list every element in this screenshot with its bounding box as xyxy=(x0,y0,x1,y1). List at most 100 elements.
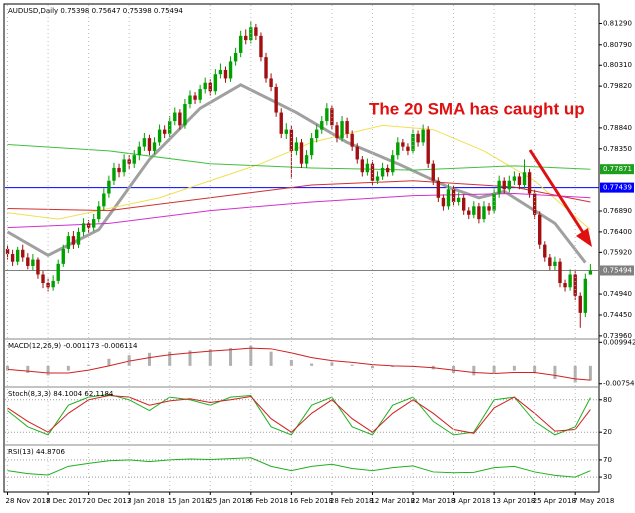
candle-body xyxy=(41,274,45,284)
candle-body xyxy=(284,129,288,134)
candle-body xyxy=(122,159,126,173)
y-tick-label: 0.73960 xyxy=(603,332,632,340)
candle-body xyxy=(527,172,532,194)
candle-body xyxy=(168,121,172,134)
candle-body xyxy=(563,283,567,288)
candle-body xyxy=(274,86,278,113)
series-line xyxy=(7,394,591,434)
candle-body xyxy=(558,261,562,284)
candle-body xyxy=(385,167,390,173)
candle-body xyxy=(213,74,218,92)
y-tick-label: 80 xyxy=(603,396,612,404)
candle-body xyxy=(431,163,435,181)
candle-body xyxy=(588,270,593,275)
candle-body xyxy=(406,146,410,151)
candle-body xyxy=(218,69,223,75)
x-tick-label: 7 May 2018 xyxy=(573,497,614,505)
candle-body xyxy=(238,35,243,53)
candle-body xyxy=(173,112,177,122)
histogram-bar xyxy=(46,365,50,376)
candle-body xyxy=(370,163,375,181)
arrow-head xyxy=(576,228,592,247)
candle-body xyxy=(299,142,304,164)
candle-body xyxy=(502,180,506,190)
candle-body xyxy=(162,129,167,134)
candle-body xyxy=(132,155,136,164)
candle-body xyxy=(178,112,182,126)
histogram-bar xyxy=(26,365,30,373)
histogram-bar xyxy=(330,362,334,366)
x-tick-label: 28 Nov 2017 xyxy=(6,497,51,505)
candle-body xyxy=(532,193,537,215)
candle-body xyxy=(522,172,527,185)
candle-body xyxy=(269,78,273,87)
x-tick-label: 22 Mar 2018 xyxy=(411,497,455,505)
x-tick-label: 8 Dec 2017 xyxy=(46,497,86,505)
histogram-bar xyxy=(370,365,374,369)
arrow-shaft xyxy=(528,149,586,235)
candle-body xyxy=(320,121,324,130)
candle-body xyxy=(183,104,187,126)
histogram-bar xyxy=(188,350,192,366)
candle-body xyxy=(188,95,192,105)
candle-body xyxy=(482,206,486,220)
series-line xyxy=(7,393,591,436)
x-tick-label: 3 Jan 2018 xyxy=(127,497,165,505)
candle-body xyxy=(31,259,35,266)
candle-body xyxy=(112,167,116,181)
candle-body xyxy=(446,189,451,207)
x-tick-label: 25 Apr 2018 xyxy=(533,497,576,505)
x-tick-label: 6 Feb 2018 xyxy=(249,497,288,505)
histogram-bar xyxy=(310,363,314,366)
candle-body xyxy=(147,138,152,151)
plot-layer: 0.81290 0.80790 0.80310 0.79820 0.78840 0.783… xyxy=(5,5,635,505)
y-tick-label: 0.80790 xyxy=(603,41,632,49)
candle-body xyxy=(416,133,420,143)
candle-body xyxy=(228,61,233,79)
candle-body xyxy=(117,167,121,173)
panel-title: RSI(13) 44.8706 xyxy=(8,448,65,456)
candle-body xyxy=(193,95,197,100)
candle-body xyxy=(325,108,329,122)
candle-body xyxy=(254,27,258,36)
y-tick-label: 30 xyxy=(603,473,612,481)
candle-body xyxy=(391,155,395,173)
candle-body xyxy=(451,189,456,203)
candle-body xyxy=(396,142,400,156)
candle-body xyxy=(335,125,339,139)
candle-body xyxy=(81,223,86,232)
frame xyxy=(3,3,600,493)
candle-body xyxy=(157,129,162,143)
candle-body xyxy=(375,176,380,181)
y-tick-label: 0.76890 xyxy=(603,207,632,215)
histogram-bar xyxy=(472,365,476,376)
panel-title: Stoch(8,3,3) 84.1004 62.1184 xyxy=(8,390,114,398)
candle-body xyxy=(487,206,491,211)
candle-body xyxy=(497,180,501,194)
candle-body xyxy=(264,57,268,79)
candle-body xyxy=(15,249,20,262)
candle-body xyxy=(360,159,365,173)
histogram-bar xyxy=(289,359,293,366)
histogram-bar xyxy=(168,351,172,366)
candle-body xyxy=(517,176,522,185)
candle-body xyxy=(203,82,207,90)
candle-body xyxy=(492,193,496,211)
candle-body xyxy=(208,82,212,92)
candle-body xyxy=(583,278,588,313)
candle-body xyxy=(548,257,552,266)
candle-body xyxy=(365,163,370,173)
candle-body xyxy=(467,210,471,215)
candle-body xyxy=(137,146,142,156)
candle-body xyxy=(56,263,60,281)
x-tick-label: 15 Jan 2018 xyxy=(168,497,210,505)
candle-body xyxy=(568,274,572,288)
candle-body xyxy=(51,280,55,288)
y-tick-label: 0.78350 xyxy=(603,145,632,153)
candle-body xyxy=(10,254,15,262)
y-tick-label: 0.79820 xyxy=(603,82,632,90)
price-label: 0.77871 xyxy=(603,165,632,173)
candle-body xyxy=(441,197,446,207)
candle-body xyxy=(5,248,10,255)
